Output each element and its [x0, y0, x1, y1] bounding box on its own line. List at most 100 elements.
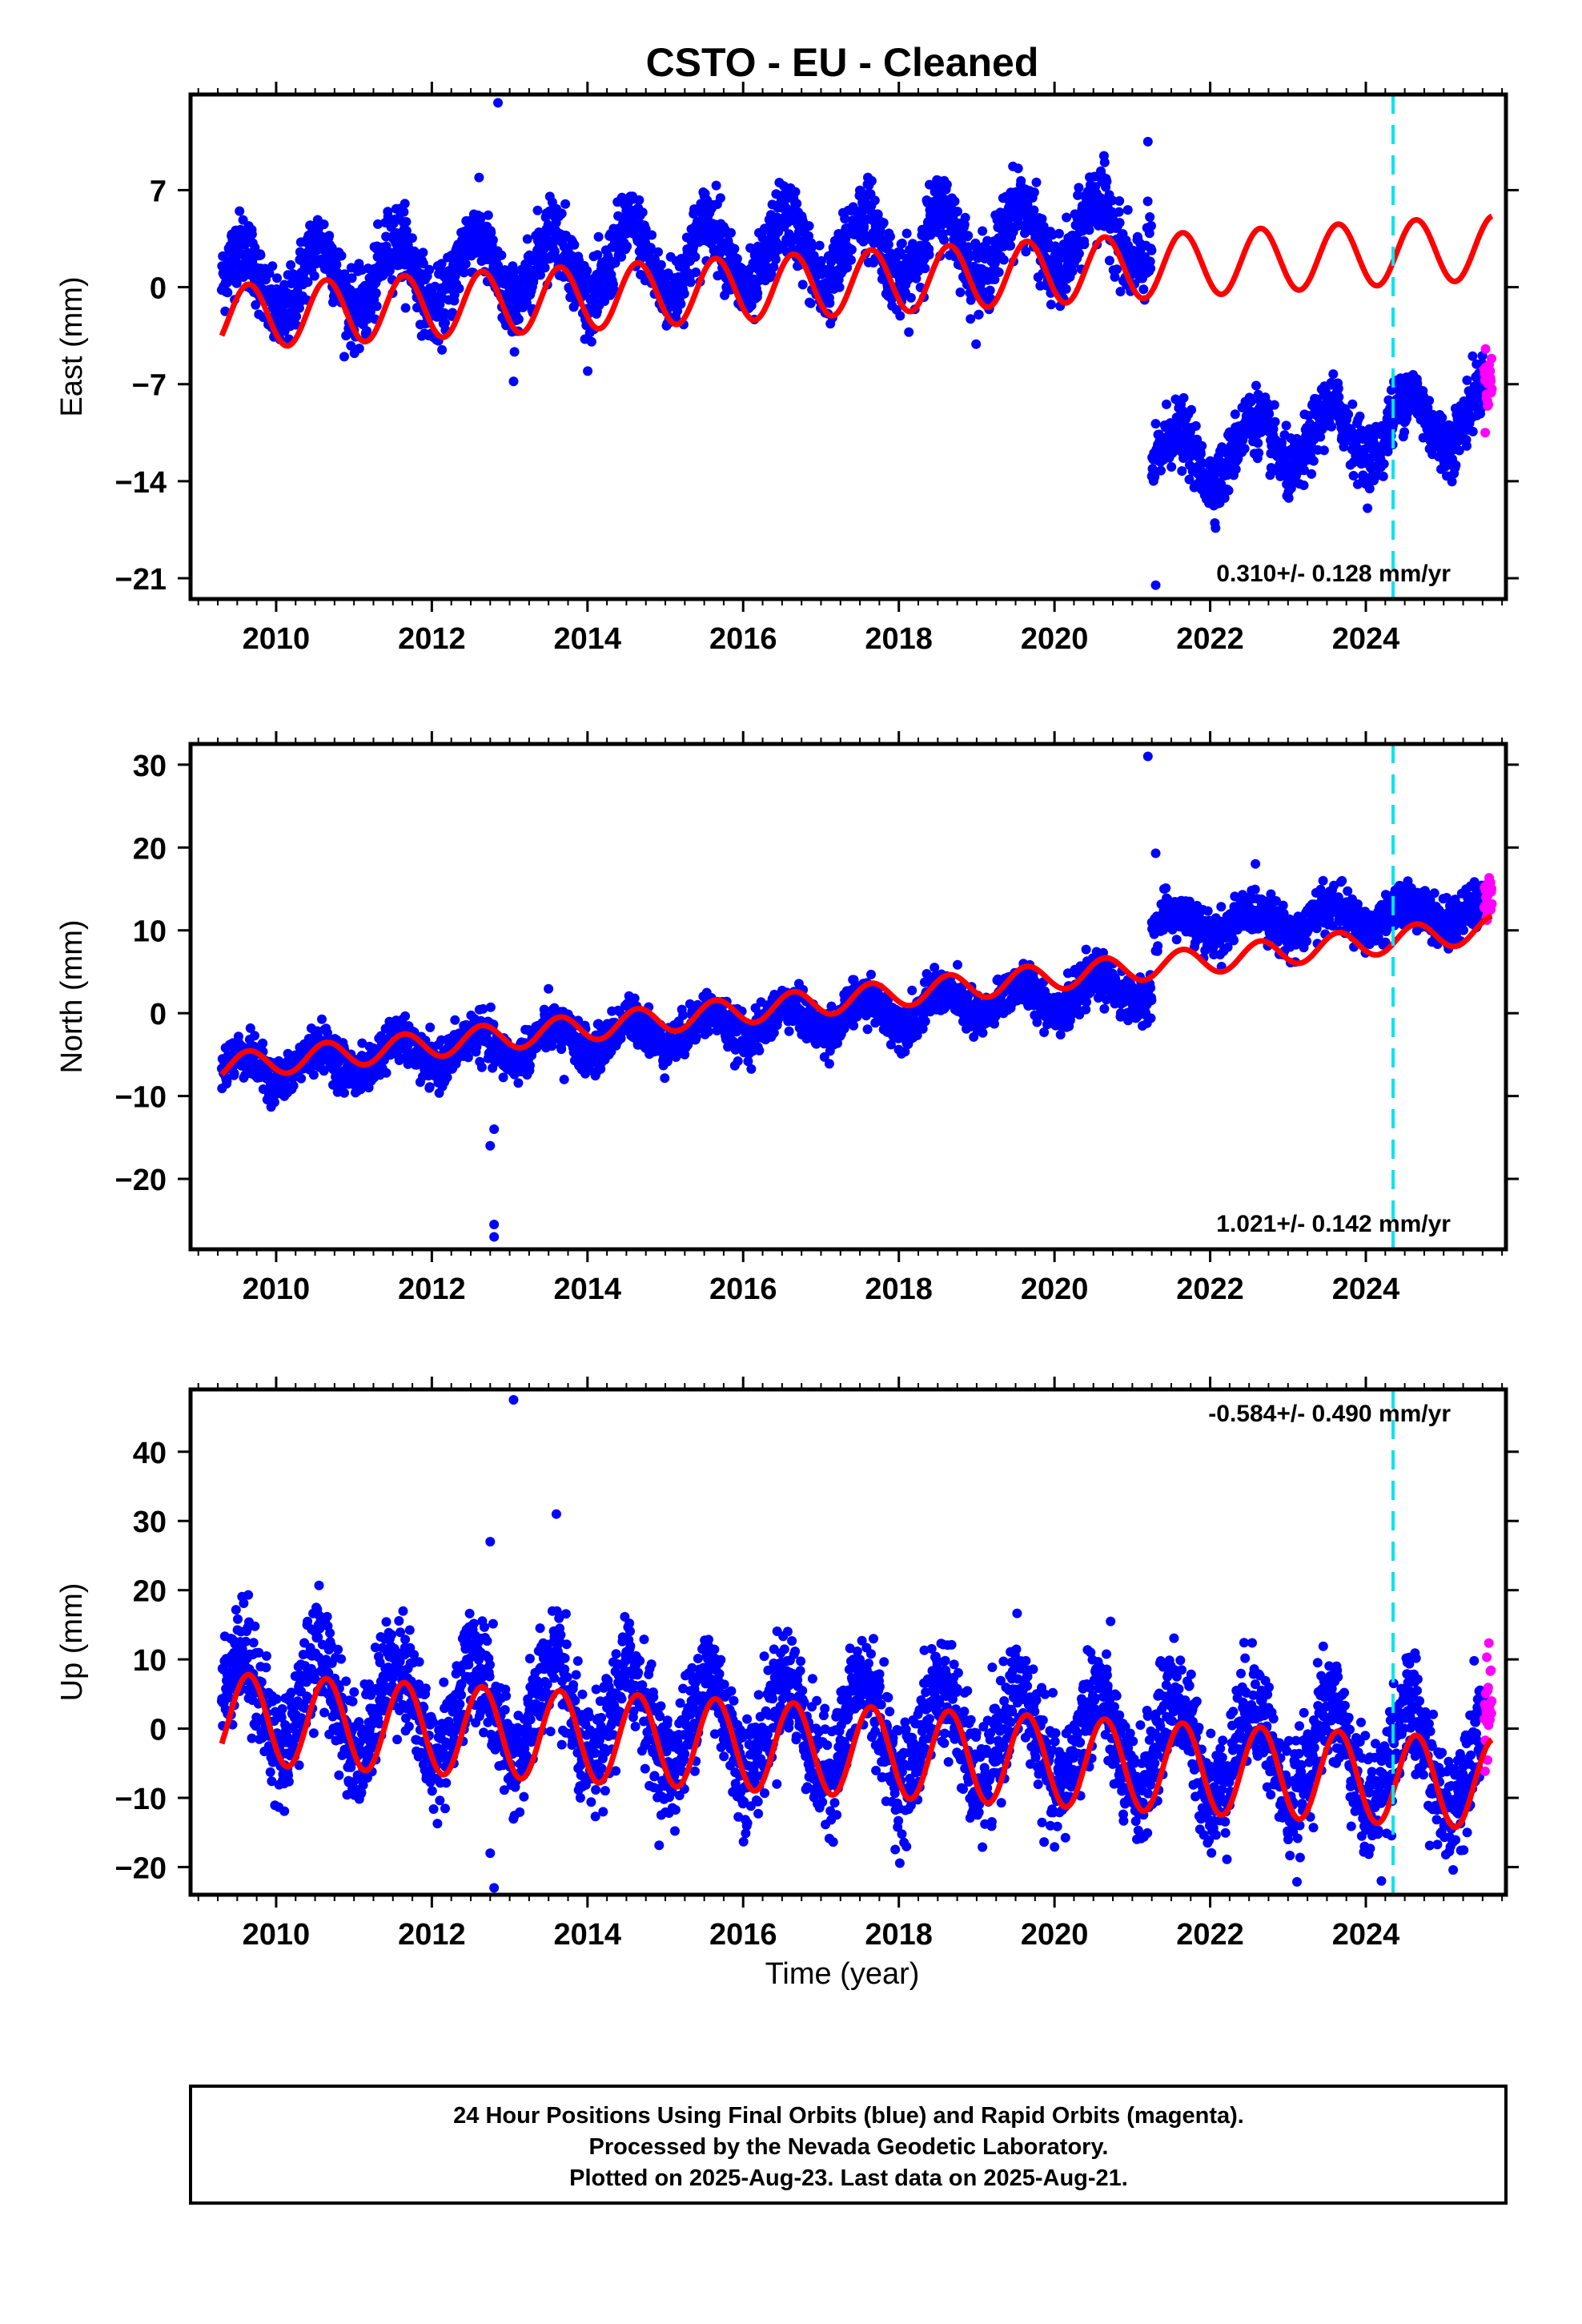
final-orbit-point	[536, 270, 545, 280]
final-orbit-point	[1084, 225, 1094, 235]
final-orbit-point	[245, 1023, 255, 1033]
final-orbit-point	[790, 187, 801, 197]
final-orbit-point	[1399, 427, 1410, 437]
final-orbit-point	[450, 1015, 460, 1025]
final-orbit-point	[454, 283, 464, 294]
x-tick-label: 2022	[1176, 622, 1244, 656]
east-y-axis-title: East (mm)	[55, 276, 89, 416]
final-orbit-point	[878, 218, 889, 228]
final-orbit-point	[1462, 440, 1472, 451]
final-orbit-point	[792, 199, 802, 209]
rapid-orbit-point	[1487, 384, 1497, 394]
final-orbit-point	[1112, 264, 1122, 275]
final-orbit-point	[1355, 411, 1365, 421]
final-orbit-point	[586, 336, 596, 347]
final-orbit-point	[873, 209, 883, 219]
final-orbit-point	[1031, 177, 1042, 187]
final-orbit-point	[1115, 287, 1126, 297]
y-tick-label: 0	[150, 272, 167, 306]
final-orbit-point	[1343, 409, 1354, 420]
final-orbit-point	[1114, 207, 1124, 217]
final-orbit-point	[1308, 456, 1319, 466]
final-orbit-point	[1186, 404, 1197, 415]
east-x-ticks: 2010 2012 2014 2016 2018 2020 2022 2024	[197, 82, 1504, 656]
final-orbit-point	[309, 271, 319, 281]
final-orbit-point	[1037, 214, 1047, 224]
final-orbit-point	[998, 255, 1009, 265]
final-orbit-point	[804, 221, 814, 231]
final-orbit-point	[753, 288, 763, 299]
final-orbit-point	[1281, 420, 1291, 431]
final-orbit-point	[524, 1060, 535, 1071]
final-orbit-point	[1383, 446, 1393, 456]
final-orbit-point	[806, 243, 817, 253]
final-orbit-point	[1454, 445, 1464, 456]
final-orbit-point	[485, 1002, 496, 1012]
final-orbit-point	[1270, 416, 1280, 427]
final-orbit-point	[513, 314, 524, 324]
final-orbit-point	[1178, 392, 1189, 403]
final-orbit-point	[425, 1022, 436, 1032]
final-orbit-point	[569, 239, 580, 250]
final-orbit-point	[272, 273, 282, 283]
final-orbit-point	[1319, 445, 1329, 456]
final-orbit-point	[994, 267, 1004, 277]
final-orbit-point	[883, 239, 893, 250]
final-orbit-point	[1054, 228, 1064, 239]
final-orbit-point	[960, 212, 970, 223]
final-orbit-point	[229, 1068, 239, 1079]
final-orbit-point	[769, 262, 779, 272]
final-orbit-point	[303, 277, 313, 287]
final-orbit-point	[336, 251, 347, 261]
final-orbit-point	[1079, 239, 1090, 250]
final-orbit-point	[616, 192, 627, 203]
rapid-orbit-point	[1485, 366, 1496, 376]
final-orbit-point	[583, 366, 593, 376]
final-orbit-point	[1363, 503, 1373, 513]
final-orbit-point	[679, 288, 689, 299]
final-orbit-point	[286, 259, 296, 270]
outlier-point	[508, 376, 519, 387]
final-orbit-point	[1315, 432, 1326, 442]
east-rate-label: 0.310+/- 0.128 mm/yr	[1216, 561, 1451, 587]
final-orbit-point	[440, 308, 450, 318]
final-orbit-point	[483, 210, 493, 220]
final-orbit-point	[634, 195, 644, 205]
final-orbit-point	[251, 300, 261, 310]
final-orbit-point	[1104, 255, 1114, 266]
x-tick-label: 2024	[1332, 622, 1400, 656]
east-panel: 2010 2012 2014 2016 2018 2020 2022 202470−7−14−…	[55, 82, 1519, 656]
final-orbit-point	[761, 261, 772, 271]
final-orbit-point	[381, 231, 391, 242]
final-orbit-point	[324, 231, 335, 241]
final-orbit-point	[1138, 284, 1149, 295]
final-orbit-point	[474, 172, 484, 183]
final-orbit-point	[1142, 196, 1153, 207]
final-orbit-point	[1197, 440, 1207, 451]
final-orbit-point	[339, 352, 349, 362]
final-orbit-point	[1253, 438, 1263, 448]
final-orbit-point	[896, 248, 906, 258]
rapid-orbit-point	[1480, 344, 1491, 354]
final-orbit-point	[400, 199, 410, 209]
final-orbit-point	[1099, 157, 1110, 167]
final-orbit-point	[1156, 465, 1166, 476]
final-orbit-point	[729, 243, 740, 254]
final-orbit-point	[1379, 459, 1389, 469]
final-orbit-point	[1246, 396, 1256, 407]
final-orbit-point	[959, 219, 970, 230]
final-orbit-point	[897, 238, 907, 248]
final-orbit-point	[1238, 435, 1248, 445]
east-final-orbit-points	[216, 98, 1489, 590]
final-orbit-point	[582, 266, 592, 275]
final-orbit-point	[255, 250, 266, 260]
final-orbit-point	[1462, 375, 1472, 385]
final-orbit-point	[1468, 351, 1478, 361]
final-orbit-point	[1062, 212, 1072, 223]
final-orbit-point	[842, 263, 853, 273]
final-orbit-point	[496, 250, 507, 260]
final-orbit-point	[1110, 271, 1120, 282]
outlier-point	[1150, 580, 1161, 590]
final-orbit-point	[346, 340, 356, 351]
y-tick-label: −21	[115, 563, 167, 597]
